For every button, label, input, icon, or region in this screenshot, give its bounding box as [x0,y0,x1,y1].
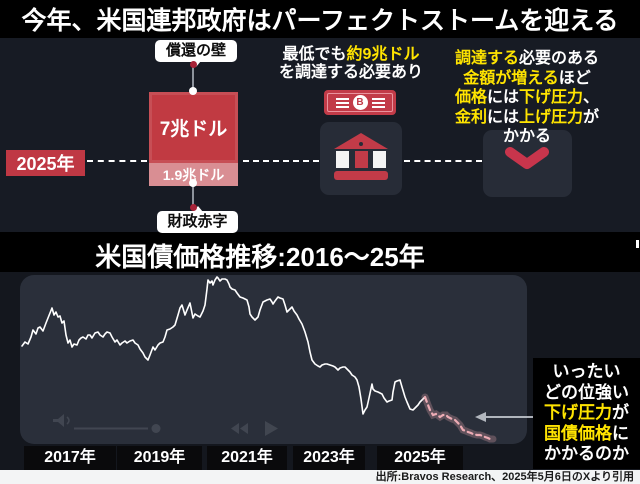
fiscal-deficit-bubble: 財政赤字 [157,206,238,233]
connector-dot-red-top [190,61,197,68]
video-player-controls[interactable] [53,414,278,436]
deficit-amount: 1.9兆ドル [149,163,238,186]
bank-icon [334,133,388,180]
speaker-icon [53,414,64,427]
bank-panel [320,122,402,195]
connector-line-bottom [192,184,194,207]
annotation-arrow-line [486,416,533,418]
annotation-arrow-left-icon [475,412,486,422]
banknote-letter: B [352,95,368,110]
chart-title-bar: 米国債価格推移:2016〜25年 [0,232,640,272]
rewind-icon [240,423,248,434]
redemption-wall-bubble: 償還の壁 [155,40,237,67]
banknote-icon: B [324,90,396,115]
price-line [21,276,426,415]
timeline-dash-segment [87,160,147,162]
x-axis-label: 2021年 [207,446,287,470]
price-chart [21,276,497,443]
headline-bar: 今年、米国連邦政府はパーフェクトストームを迎える [0,0,640,38]
pressure-note: 調達する必要のある 金額が増えるほど 価格には下げ圧力、 金利には上げ圧力が かかる [454,50,600,145]
x-axis-label: 2023年 [293,446,365,470]
connector-dot-red-bottom [190,204,197,211]
chart-title: 米国債価格推移:2016〜25年 [95,242,425,272]
x-axis-label: 2025年 [377,446,463,470]
page-title: 今年、米国連邦政府はパーフェクトストームを迎える [21,7,619,35]
connector-dot-white-top [189,87,197,95]
timeline-dash-segment [243,160,319,162]
seek-knob [151,424,161,433]
chevron-down-icon [505,147,549,169]
debt-box: 7兆ドル 1.9兆ドル [149,92,238,186]
connector-dot-white-bottom [189,179,197,187]
chart-annotation-box: いったい どの位強い 下げ圧力が 国債価格に かかるのか [533,358,640,469]
speaker-wave [66,416,70,425]
maturing-debt-amount: 7兆ドル [149,92,238,163]
timeline-dash-segment [404,160,482,162]
year-badge: 2025年 [6,150,85,176]
x-axis-label: 2019年 [117,446,202,470]
play-icon [265,421,278,436]
source-footer: 出所:Bravos Research、2025年5月6日のXより引用 [0,470,640,484]
funding-note: 最低でも約9兆ドル を調達する必要あり [278,46,423,81]
projection-line [423,395,495,441]
ui-artifact [636,240,639,248]
rewind-icon [231,423,239,434]
connector-line-top [192,65,194,90]
x-axis-label: 2017年 [24,446,116,470]
